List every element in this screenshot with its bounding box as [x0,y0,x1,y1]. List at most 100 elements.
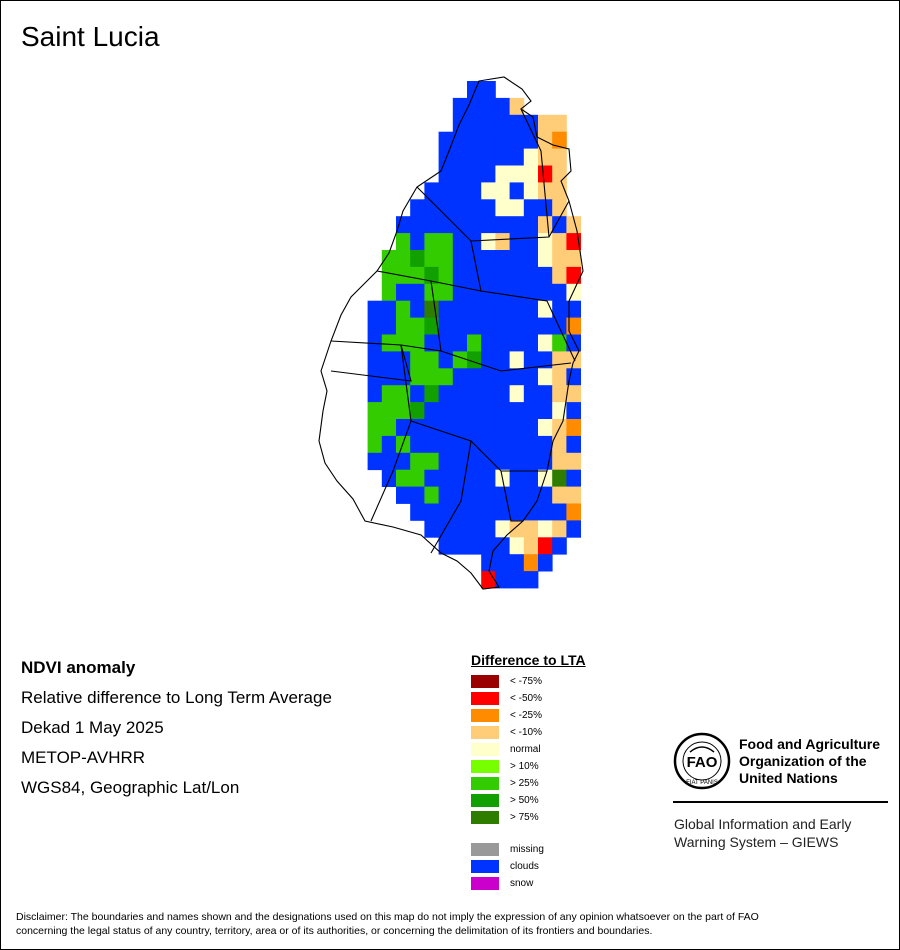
map-title: Saint Lucia [21,21,160,52]
raster-cell [481,571,496,589]
disclaimer-line1: Disclaimer: The boundaries and names sho… [16,911,759,923]
raster-cell [367,300,383,318]
legend-item: > 50% [471,793,586,810]
raster-cell [495,452,510,471]
raster-cell [495,351,510,369]
divider [673,801,888,803]
raster-cell [452,300,468,318]
raster-cell [452,402,468,420]
raster-cell [424,402,439,420]
boundary-5 [440,350,572,372]
raster-cell [481,250,496,268]
raster-cell [509,469,525,487]
raster-cell [410,469,425,487]
raster-cell [552,435,567,454]
raster-cell [495,182,510,200]
raster-cell [481,385,496,403]
raster-cell [410,334,425,352]
raster-cell [566,283,581,302]
legend-item: > 75% [471,810,586,827]
raster-cell [467,266,482,285]
raster-cell [495,435,510,454]
time-period: Dekad 1 May 2025 [21,718,164,737]
raster-cell [438,503,454,521]
raster-cell [481,368,496,386]
raster-cell [452,165,468,183]
raster-cell [523,469,539,487]
raster-cell [424,283,439,302]
raster-cell [538,182,553,200]
raster-cell [566,317,581,335]
raster-cell [523,182,539,200]
raster-cell [509,300,525,318]
raster-cell [509,385,525,403]
raster-cell [396,368,411,386]
raster-cell [509,165,525,183]
legend-swatch [471,877,499,890]
raster-cell [523,317,539,335]
raster-cell [367,317,383,335]
raster-cell [438,131,454,149]
raster-cell [509,351,525,369]
raster-cell [523,148,539,166]
raster-cell [410,385,425,403]
raster-cell [396,334,411,352]
raster-cell [552,520,567,538]
raster-cell [467,81,482,99]
raster-cell [538,266,553,285]
boundary-11 [520,108,550,238]
raster-cell [495,554,510,572]
raster-cell [538,419,553,437]
raster-cell [538,368,553,386]
raster-cell [410,283,425,302]
raster-cell [566,385,581,403]
raster-cell [424,300,439,318]
legend-swatch [471,709,499,722]
raster-cell [523,266,539,285]
raster-cell [467,351,482,369]
raster-cell [523,452,539,471]
raster-cell [566,233,581,251]
raster-cell [495,334,510,352]
raster-cell [481,148,496,166]
disclaimer: Disclaimer: The boundaries and names sho… [16,910,886,938]
raster-cell [552,334,567,352]
raster-cell [467,452,482,471]
raster-cell [452,131,468,149]
raster-cell [481,199,496,217]
raster-cell [523,131,539,149]
raster-cell [396,486,411,504]
raster-cell [566,435,581,454]
raster-cell [566,351,581,369]
raster-cell [495,486,510,504]
raster-cell [552,216,567,234]
raster-cell [467,317,482,335]
raster-cell [424,435,439,454]
raster-cell [396,402,411,420]
projection-info: WGS84, Geographic Lat/Lon [21,778,240,797]
raster-cell [424,334,439,352]
legend-item: clouds [471,859,586,876]
raster-cell [509,419,525,437]
raster-cell [424,216,439,234]
legend-label: < -50% [510,693,542,704]
legend-swatch [471,843,499,856]
raster-cell [523,368,539,386]
raster-cell [538,283,553,302]
raster-cell [552,233,567,251]
raster-cell [367,385,383,403]
raster-cell [552,266,567,285]
raster-cell [495,419,510,437]
raster-cell [438,435,454,454]
raster-cell [538,520,553,538]
raster-cell [424,266,439,285]
legend-item: < -25% [471,708,586,725]
raster-cell [381,266,397,285]
raster-cell [424,233,439,251]
raster-cell [538,486,553,504]
raster-cell [424,469,439,487]
raster-cell [538,385,553,403]
raster-cell [495,385,510,403]
raster-cell [495,368,510,386]
legend: Difference to LTA < -75% < -50% < -25% < -1… [471,652,586,893]
